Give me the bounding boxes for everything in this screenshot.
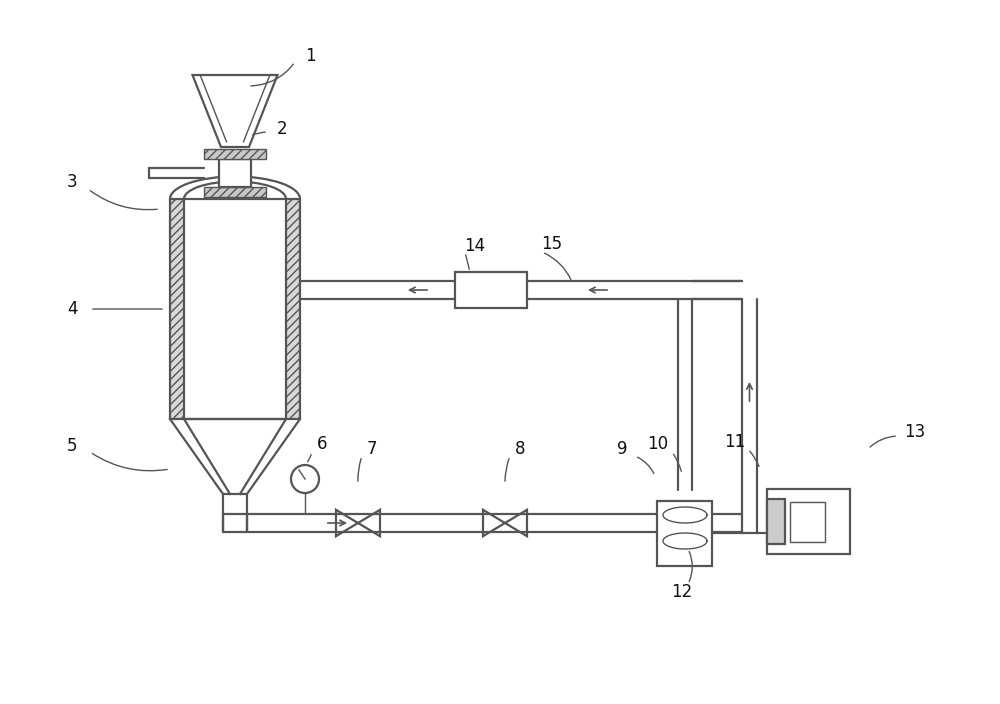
- Bar: [184, 199, 286, 419]
- Text: 14: 14: [464, 237, 486, 255]
- Text: 7: 7: [367, 440, 377, 458]
- Text: 3: 3: [67, 173, 77, 191]
- Text: 10: 10: [647, 435, 669, 453]
- Bar: [286, 199, 300, 419]
- Text: 13: 13: [904, 423, 926, 441]
- Polygon shape: [192, 75, 278, 147]
- Bar: [657, 501, 712, 565]
- Text: 11: 11: [724, 433, 746, 451]
- Bar: [767, 499, 785, 544]
- Text: 15: 15: [541, 235, 563, 253]
- Bar: [767, 489, 850, 554]
- Text: 6: 6: [317, 435, 327, 453]
- Bar: [170, 199, 184, 419]
- Text: 2: 2: [277, 120, 287, 138]
- Bar: [790, 502, 825, 542]
- Bar: [204, 187, 266, 197]
- Text: 4: 4: [67, 300, 77, 318]
- Text: 8: 8: [515, 440, 525, 458]
- Text: 12: 12: [671, 583, 693, 601]
- Bar: [455, 272, 527, 308]
- Text: 5: 5: [67, 437, 77, 455]
- Text: 9: 9: [617, 440, 627, 458]
- Bar: [204, 149, 266, 159]
- Bar: [219, 159, 251, 187]
- Text: 1: 1: [305, 47, 315, 65]
